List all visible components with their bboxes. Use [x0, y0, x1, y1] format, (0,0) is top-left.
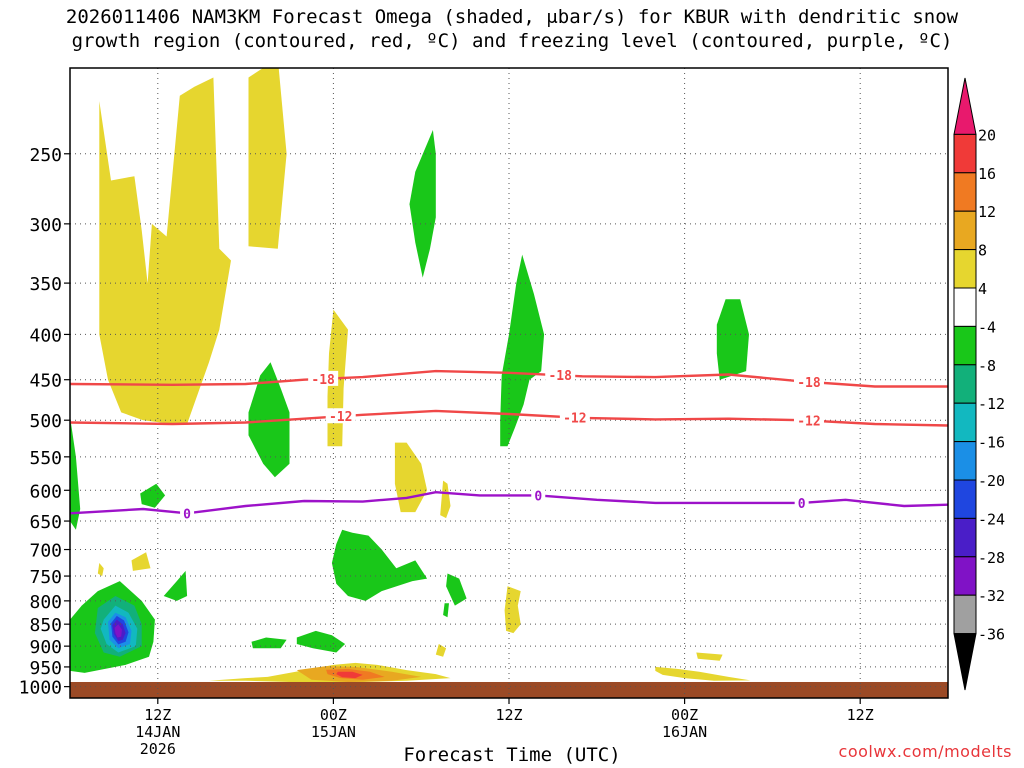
colorbar-swatch-10 — [954, 480, 976, 518]
colorbar-swatch-13 — [954, 595, 976, 633]
x-tick-label-30-0: 12Z — [495, 706, 522, 724]
colorbar-label-4: 4 — [978, 280, 987, 298]
colorbar-label-11: -28 — [978, 549, 1005, 567]
omega-colorbar: 20 16 12 8 4 -4 -8 -12 -16 -20 -24 -28 -32 -36 — [954, 78, 1005, 690]
pressure-axis: 2503003504004505005506006507007508008509… — [19, 145, 70, 699]
contour-label-1-2: -12 — [797, 415, 820, 430]
contour-label-1-1: -12 — [563, 412, 586, 427]
colorbar-swatch-11 — [954, 518, 976, 556]
y-tick-label-450: 450 — [29, 371, 62, 392]
x-tick-label-42-0: 00Z — [671, 706, 698, 724]
y-tick-label-1000: 1000 — [19, 678, 62, 699]
contour-label-1-0: -12 — [329, 410, 352, 425]
colorbar-swatch-3 — [954, 211, 976, 249]
y-tick-label-750: 750 — [29, 567, 62, 588]
colorbar-swatch-9 — [954, 442, 976, 480]
contour-label-0-0: -18 — [311, 373, 335, 388]
contour-label-0-2: -18 — [797, 376, 821, 391]
y-tick-label-800: 800 — [29, 592, 62, 613]
y-tick-label-900: 900 — [29, 637, 62, 658]
source-credit: coolwx.com/modelts — [839, 742, 1012, 761]
contour-label-2-0: 0 — [183, 507, 191, 522]
colorbar-label-2: 12 — [978, 203, 996, 221]
colorbar-bottom-arrow — [954, 634, 976, 690]
colorbar-label-1: 16 — [978, 165, 996, 183]
ground-surface — [70, 682, 948, 698]
colorbar-label-9: -20 — [978, 472, 1005, 490]
colorbar-swatch-7 — [954, 365, 976, 403]
contour-label-2-2: 0 — [798, 497, 806, 512]
colorbar-top-arrow — [954, 78, 976, 134]
colorbar-swatch-5 — [954, 288, 976, 326]
colorbar-label-3: 8 — [978, 242, 987, 260]
y-tick-label-650: 650 — [29, 512, 62, 533]
colorbar-swatch-1 — [954, 134, 976, 172]
colorbar-label-12: -32 — [978, 587, 1005, 605]
y-tick-label-600: 600 — [29, 481, 62, 502]
x-tick-label-6-1: 14JAN — [135, 723, 180, 741]
y-tick-label-700: 700 — [29, 541, 62, 562]
x-tick-label-42-1: 16JAN — [662, 723, 707, 741]
contour-label-2-1: 0 — [534, 489, 542, 504]
x-tick-label-18-0: 00Z — [320, 706, 347, 724]
x-tick-label-6-0: 12Z — [144, 706, 171, 724]
colorbar-swatch-4 — [954, 250, 976, 288]
x-tick-label-18-1: 15JAN — [311, 723, 356, 741]
x-tick-label-54-0: 12Z — [847, 706, 874, 724]
omega-region-4-5 — [505, 586, 521, 633]
y-tick-label-550: 550 — [29, 448, 62, 469]
colorbar-swatch-8 — [954, 403, 976, 441]
y-tick-label-300: 300 — [29, 215, 62, 236]
colorbar-label-10: -24 — [978, 510, 1005, 528]
y-tick-label-400: 400 — [29, 325, 62, 346]
colorbar-label-8: -16 — [978, 434, 1005, 452]
colorbar-label-5: -4 — [978, 318, 996, 336]
colorbar-swatch-6 — [954, 326, 976, 364]
colorbar-swatch-2 — [954, 173, 976, 211]
omega-time-height-chart: -18 -18 -18 -12 -12 -12 0 0 0 250 300 350 400 450 500… — [0, 0, 1024, 768]
colorbar-swatch-12 — [954, 557, 976, 595]
y-tick-label-350: 350 — [29, 274, 62, 295]
ground-layer — [70, 682, 948, 698]
contour-label-0-1: -18 — [548, 369, 572, 384]
y-tick-label-500: 500 — [29, 411, 62, 432]
colorbar-label-6: -8 — [978, 357, 996, 375]
y-tick-label-850: 850 — [29, 615, 62, 636]
y-tick-label-950: 950 — [29, 658, 62, 679]
y-tick-label-250: 250 — [29, 145, 62, 166]
colorbar-label-7: -12 — [978, 395, 1005, 413]
colorbar-label-13: -36 — [978, 626, 1005, 644]
colorbar-label-0: 20 — [978, 126, 996, 144]
